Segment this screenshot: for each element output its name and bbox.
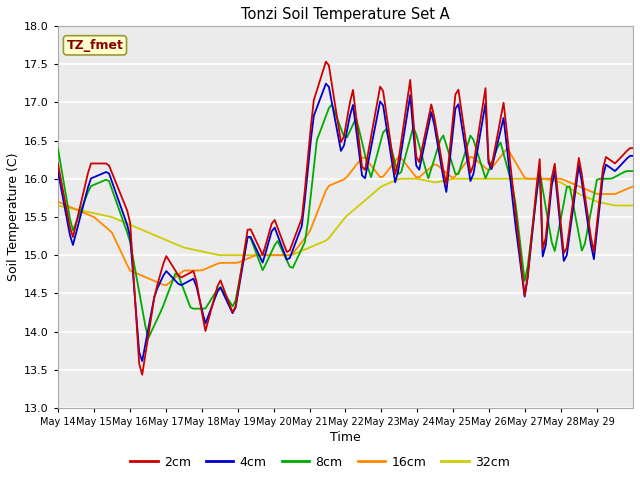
Y-axis label: Soil Temperature (C): Soil Temperature (C)	[7, 153, 20, 281]
Text: TZ_fmet: TZ_fmet	[67, 39, 124, 52]
X-axis label: Time: Time	[330, 431, 361, 444]
Title: Tonzi Soil Temperature Set A: Tonzi Soil Temperature Set A	[241, 7, 450, 22]
Legend: 2cm, 4cm, 8cm, 16cm, 32cm: 2cm, 4cm, 8cm, 16cm, 32cm	[125, 451, 515, 474]
